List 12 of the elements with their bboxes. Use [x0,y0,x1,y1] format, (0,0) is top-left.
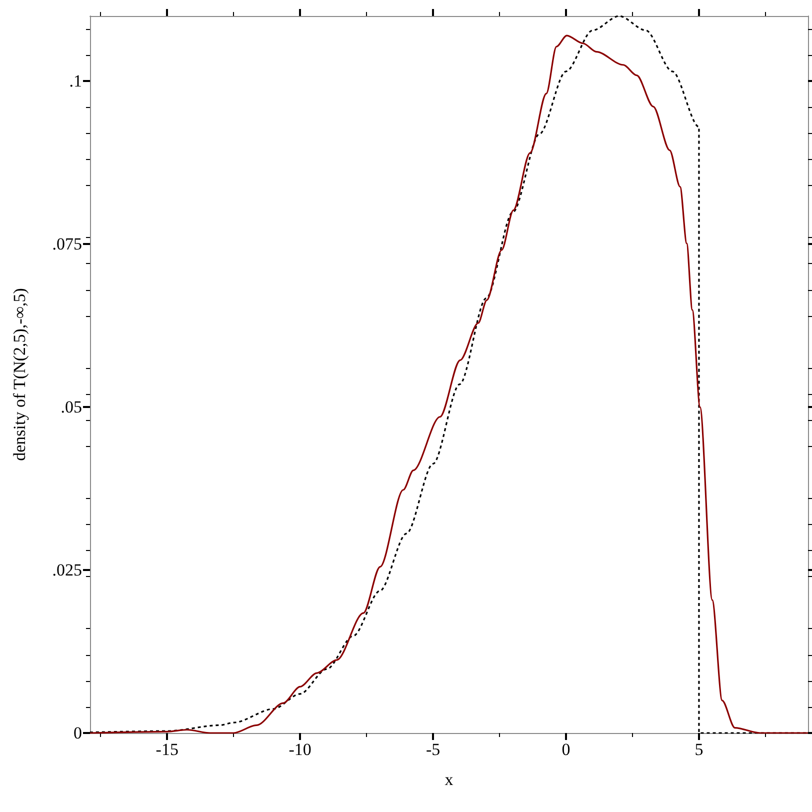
y-tick-label: .05 [60,398,82,417]
y-tick-label: .1 [69,72,82,91]
x-tick-label: -10 [288,740,312,759]
x-tick-label: 5 [694,740,704,759]
y-tick-label: .075 [52,234,82,254]
x-tick-label: -15 [156,740,178,759]
x-axis-title: x [444,770,454,789]
x-tick-label: -5 [426,740,440,759]
y-tick-label: .025 [52,560,82,580]
y-tick-label: 0 [74,724,82,742]
x-tick-label: 0 [562,740,570,759]
y-axis-title: density of T(N(2,5),-∞,5) [10,288,29,461]
